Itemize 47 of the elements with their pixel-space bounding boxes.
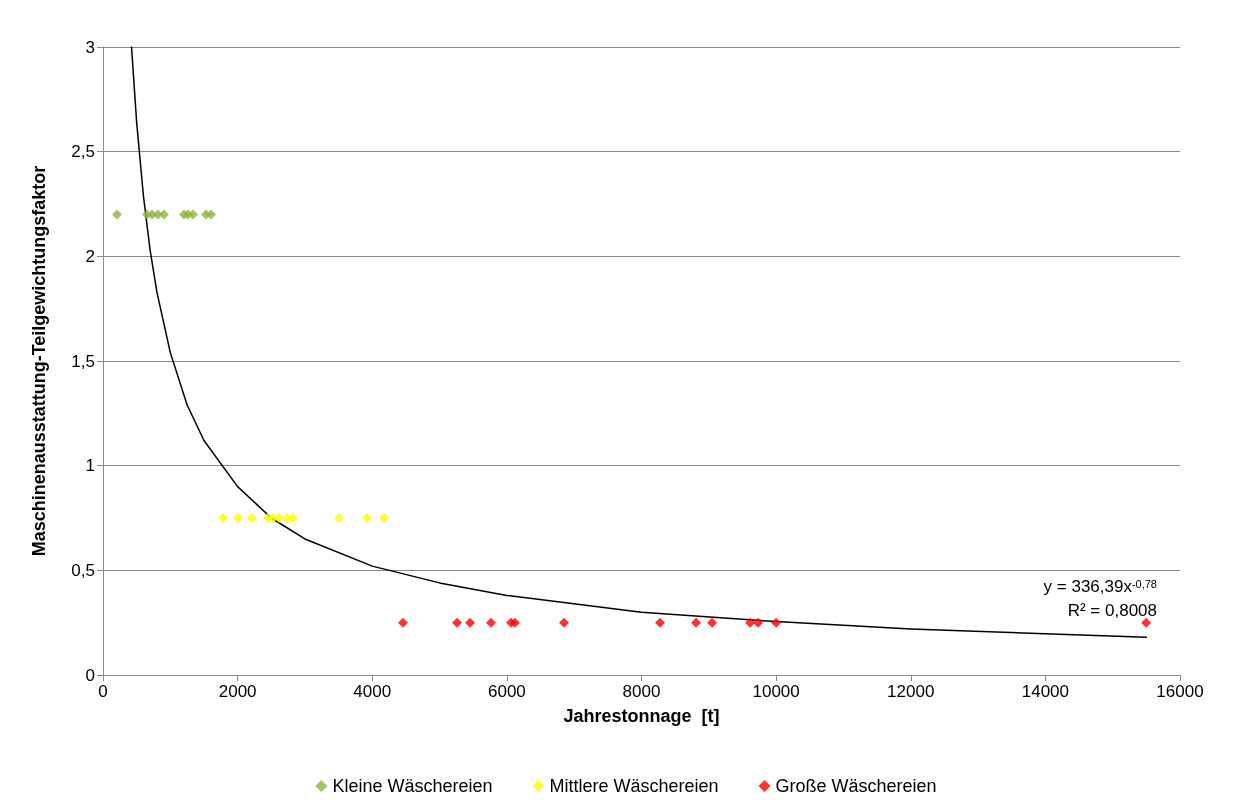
- y-tick-label: 1: [85, 456, 95, 476]
- legend-label: Mittlere Wäschereien: [549, 776, 719, 796]
- point: [691, 617, 702, 628]
- point: [188, 209, 198, 220]
- point: [379, 513, 390, 523]
- point: [112, 209, 122, 220]
- x-axis-title: Jahrestonnage [t]: [563, 706, 720, 726]
- point: [1141, 617, 1152, 628]
- x-tick-label: 10000: [752, 682, 800, 701]
- point: [753, 617, 764, 628]
- y-tick-label: 0,5: [71, 560, 95, 580]
- y-tick-label: 0: [85, 665, 95, 685]
- point: [233, 513, 244, 523]
- legend-label: Kleine Wäschereien: [332, 776, 493, 796]
- point: [288, 513, 299, 523]
- point: [206, 209, 217, 220]
- x-tick-label: 4000: [353, 682, 392, 701]
- x-tick-label: 12000: [887, 682, 935, 701]
- x-tick-label: 14000: [1021, 682, 1070, 701]
- x-tick-label: 2000: [218, 682, 257, 701]
- point: [707, 617, 718, 628]
- y-tick-label: 2,5: [71, 142, 95, 162]
- legend-label: Große Wäschereien: [775, 776, 937, 796]
- x-tick-label: 16000: [1156, 682, 1204, 701]
- x-tick-label: 0: [98, 682, 108, 701]
- x-tick-label: 6000: [487, 682, 526, 701]
- point: [334, 513, 345, 523]
- point: [465, 617, 476, 628]
- annotation: R² = 0,8008: [1067, 601, 1157, 620]
- point: [510, 617, 521, 628]
- point: [771, 617, 782, 628]
- point: [486, 617, 497, 628]
- point: [247, 513, 258, 523]
- y-tick-label: 2: [85, 246, 95, 266]
- y-axis-title: Maschinenausstattung-Teilgewichtungsfaktor: [29, 165, 49, 557]
- point: [362, 513, 373, 523]
- point: [559, 617, 570, 628]
- point: [745, 617, 756, 628]
- point: [655, 617, 666, 628]
- point: [452, 617, 463, 628]
- point: [218, 513, 229, 523]
- y-tick-label: 3: [85, 37, 95, 57]
- point: [158, 209, 169, 220]
- point: [274, 513, 285, 523]
- x-tick-label: 8000: [622, 682, 661, 701]
- point: [398, 617, 409, 628]
- y-tick-label: 1,5: [71, 351, 95, 371]
